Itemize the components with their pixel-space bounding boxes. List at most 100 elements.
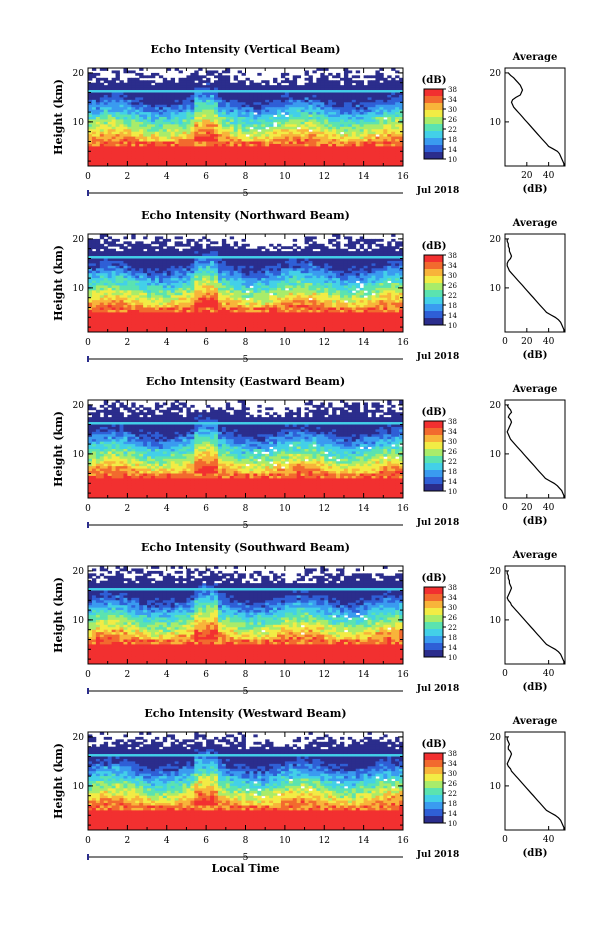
heatmap-cell xyxy=(194,77,199,81)
heatmap-cell xyxy=(111,243,116,247)
heatmap-cell xyxy=(308,124,313,128)
heatmap-cell xyxy=(217,143,223,147)
heatmap-cell xyxy=(355,273,361,277)
heatmap-cell xyxy=(340,119,345,123)
heatmap-cell xyxy=(395,119,400,123)
heatmap-cell xyxy=(158,129,164,133)
heatmap-cell xyxy=(280,117,286,120)
heatmap-cell xyxy=(190,148,195,152)
heatmap-cell xyxy=(367,102,372,106)
heatmap-cell xyxy=(135,139,140,142)
heatmap-cell xyxy=(225,139,231,142)
heatmap-cell xyxy=(174,143,179,147)
heatmap-cell xyxy=(273,97,278,101)
heatmap-cell xyxy=(166,268,172,272)
heatmap-cell xyxy=(178,297,183,301)
heatmap-cell xyxy=(103,265,109,269)
heatmap-cell xyxy=(229,290,235,294)
heatmap-cell xyxy=(284,285,290,289)
heatmap-cell xyxy=(154,256,160,259)
colorbar-tick-label: 10 xyxy=(448,156,457,164)
heatmap-cell xyxy=(257,290,262,294)
heatmap-cell xyxy=(182,143,187,147)
heatmap-cell xyxy=(363,117,368,120)
heatmap-cell xyxy=(241,292,246,296)
heatmap-cell xyxy=(178,153,183,157)
heatmap-cell xyxy=(202,126,207,130)
heatmap-cell xyxy=(194,153,199,157)
heatmap-cell xyxy=(182,292,187,296)
heatmap-cell xyxy=(154,285,160,289)
heatmap-cell xyxy=(206,287,211,291)
heatmap-cell xyxy=(347,148,353,152)
heatmap-cell xyxy=(284,302,290,306)
heatmap-cell xyxy=(347,241,353,245)
heatmap-cell xyxy=(139,80,144,84)
heatmap-cell xyxy=(190,268,195,272)
colorbar-segment xyxy=(424,138,443,141)
heatmap-cell xyxy=(265,117,270,120)
heatmap-cell xyxy=(355,268,361,272)
heatmap-cell xyxy=(245,109,250,113)
heatmap-cell xyxy=(186,102,191,106)
heatmap-cell xyxy=(371,151,376,155)
heatmap-cell xyxy=(186,156,191,160)
heatmap-cell xyxy=(336,148,341,152)
heatmap-cell xyxy=(355,99,361,103)
heatmap-cell xyxy=(292,253,298,257)
heatmap-cell xyxy=(217,256,223,259)
heatmap-cell xyxy=(111,268,116,272)
heatmap-cell xyxy=(387,260,392,264)
heatmap-cell xyxy=(316,290,321,294)
heatmap-cell xyxy=(190,107,195,111)
heatmap-cell xyxy=(399,265,404,269)
colorbar-segment xyxy=(424,136,443,139)
heatmap-cell xyxy=(237,263,242,267)
heatmap-cell xyxy=(123,163,128,167)
heatmap-cell xyxy=(288,292,294,296)
heatmap-cell xyxy=(237,151,242,155)
heatmap-cell xyxy=(332,265,337,269)
heatmap-cell xyxy=(332,131,337,135)
heatmap-cell xyxy=(182,265,187,269)
heatmap-cell xyxy=(265,134,270,137)
heatmap-cell xyxy=(174,107,179,111)
heatmap-cell xyxy=(237,280,242,284)
heatmap-cell xyxy=(379,278,384,281)
heatmap-cell xyxy=(257,263,262,267)
heatmap-cell xyxy=(363,148,368,152)
heatmap-cell xyxy=(387,109,392,113)
heatmap-cell xyxy=(166,260,172,264)
heatmap-cell xyxy=(312,129,317,133)
heatmap-cell xyxy=(127,87,132,91)
heatmap-cell xyxy=(257,280,262,284)
heatmap-cell xyxy=(288,99,294,103)
heatmap-cell xyxy=(190,151,195,155)
heatmap-cell xyxy=(139,126,144,130)
heatmap-cell xyxy=(308,253,313,257)
heatmap-cell xyxy=(257,158,262,162)
heatmap-cell xyxy=(304,287,309,291)
heatmap-cell xyxy=(324,287,329,291)
heatmap-cell xyxy=(359,300,365,303)
heatmap-cell xyxy=(95,292,101,296)
heatmap-cell xyxy=(249,158,254,162)
heatmap-cell xyxy=(265,260,270,264)
heatmap-cell xyxy=(111,275,116,279)
colorbar-segment xyxy=(424,92,443,95)
heatmap-cell xyxy=(363,75,368,79)
heatmap-cell xyxy=(162,273,168,277)
heatmap-cell xyxy=(111,302,116,306)
colorbar-segment xyxy=(424,127,443,130)
heatmap-cell xyxy=(387,263,392,267)
heatmap-cell xyxy=(391,234,396,237)
heatmap-cell xyxy=(347,139,353,142)
heatmap-cell xyxy=(178,139,183,142)
heatmap-cell xyxy=(115,139,120,142)
heatmap-cell xyxy=(363,248,368,252)
heatmap-cell xyxy=(154,114,160,118)
heatmap-cell xyxy=(347,253,353,257)
heatmap-cell xyxy=(198,263,203,267)
heatmap-cell xyxy=(371,287,376,291)
heatmap-cell xyxy=(182,302,187,306)
